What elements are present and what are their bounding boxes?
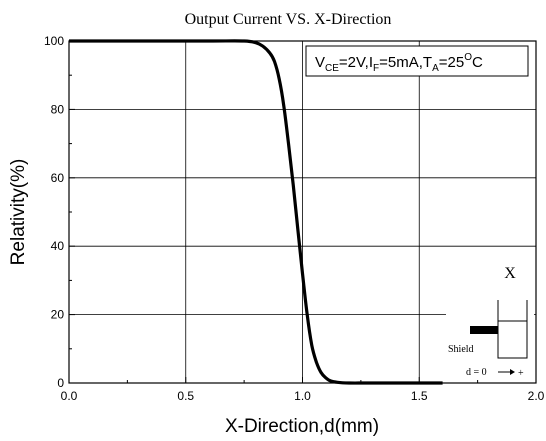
inset-x-label: X: [504, 265, 516, 282]
x-tick-label: 1.5: [411, 389, 428, 403]
condition-degree: O: [464, 52, 472, 63]
chart-title: Output Current VS. X-Direction: [185, 11, 392, 28]
condition-t-val: =25: [439, 54, 464, 71]
condition-i-sub: F: [373, 63, 379, 74]
y-tick-label: 40: [51, 239, 65, 253]
direction-label: d = 0: [466, 367, 487, 378]
condition-unit: C: [472, 54, 483, 71]
y-tick-label: 0: [57, 376, 64, 390]
y-axis-label: Relativity(%): [8, 159, 29, 266]
y-tick-label: 60: [51, 171, 65, 185]
x-tick-label: 0.0: [61, 389, 78, 403]
condition-box-frame: [305, 45, 529, 77]
condition-t-sub: A: [432, 63, 439, 74]
y-tick-label: 80: [51, 102, 65, 116]
condition-v-sub: CE: [325, 63, 339, 74]
x-tick-label: 1.0: [294, 389, 311, 403]
condition-i: I: [369, 54, 373, 71]
inset-background: [446, 254, 534, 378]
series-line: [69, 39, 443, 385]
condition-i-val: =5mA,: [379, 54, 423, 71]
tick-labels: 0.0 0.5 1.0 1.5 2.0 0 20 40 60 80 100: [44, 34, 545, 403]
plot-frame: [68, 40, 537, 384]
y-tick-label: 20: [51, 308, 65, 322]
condition-box: VCE=2V,IF=5mA,TA=25OC: [305, 45, 529, 77]
condition-text: VCE=2V,IF=5mA,TA=25OC: [315, 52, 483, 74]
sensor-inset: X Shield d = 0 +: [446, 254, 534, 379]
direction-plus: +: [518, 368, 524, 379]
y-tick-label: 100: [44, 34, 64, 48]
shield-label: Shield: [448, 344, 474, 355]
x-axis-label: X-Direction,d(mm): [225, 416, 379, 437]
shield-bar: [470, 326, 498, 334]
arrow-head-icon: [510, 369, 515, 375]
condition-t: T: [423, 54, 432, 71]
x-tick-label: 0.5: [177, 389, 194, 403]
condition-v-val: =2V,: [339, 54, 369, 71]
x-tick-label: 2.0: [528, 389, 545, 403]
condition-v: V: [315, 54, 325, 71]
grid: [69, 41, 536, 383]
